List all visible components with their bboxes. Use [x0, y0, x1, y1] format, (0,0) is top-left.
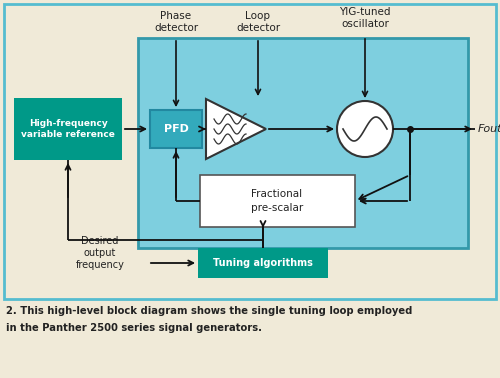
Text: High-frequency
variable reference: High-frequency variable reference — [21, 119, 115, 139]
Text: Phase
detector: Phase detector — [154, 11, 198, 33]
Polygon shape — [206, 99, 266, 159]
Bar — [14, 98, 122, 160]
Bar — [4, 4, 496, 299]
Text: Desired
output
frequency: Desired output frequency — [76, 235, 124, 270]
Text: PFD: PFD — [164, 124, 188, 134]
Bar — [150, 110, 202, 148]
Bar — [200, 175, 355, 227]
Text: 2. This high-level block diagram shows the single tuning loop employed: 2. This high-level block diagram shows t… — [6, 306, 412, 316]
Text: YIG-tuned
oscillator: YIG-tuned oscillator — [339, 7, 391, 29]
Text: Fractional
pre-scalar: Fractional pre-scalar — [251, 189, 303, 212]
Bar — [198, 248, 328, 278]
Text: Loop
detector: Loop detector — [236, 11, 280, 33]
Text: Fout: Fout — [478, 124, 500, 134]
Bar — [138, 38, 468, 248]
Text: Tuning algorithms: Tuning algorithms — [213, 258, 313, 268]
Text: in the Panther 2500 series signal generators.: in the Panther 2500 series signal genera… — [6, 323, 262, 333]
Circle shape — [337, 101, 393, 157]
